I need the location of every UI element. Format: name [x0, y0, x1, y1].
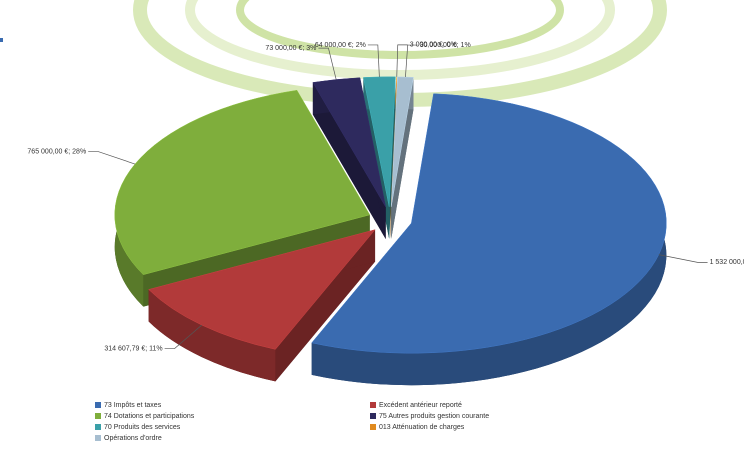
swirl: [185, 0, 615, 80]
legend-swatch: [95, 435, 101, 441]
slice: [311, 93, 667, 354]
leader-line: [367, 44, 380, 77]
leader-line: [164, 324, 203, 349]
leader-line: [396, 44, 408, 77]
data-label: 30 000,00 €; 1%: [420, 42, 471, 49]
slice-rim: [311, 93, 667, 386]
data-label: 765 000,00 €; 28%: [27, 148, 86, 155]
legend-label: 73 Impôts et taxes: [104, 402, 162, 409]
legend-swatch: [370, 413, 376, 419]
legend-label: Opérations d'ordre: [104, 435, 162, 442]
legend-swatch: [370, 402, 376, 408]
data-label: 73 000,00 €; 3%: [265, 45, 316, 52]
slice-wall: [312, 82, 386, 240]
legend-label: 70 Produits des services: [104, 424, 181, 431]
legend-swatch: [95, 402, 101, 408]
data-label: 1 532 000,00 €; 55%: [710, 259, 744, 266]
legend-swatch: [370, 424, 376, 430]
legend-label: 013 Atténuation de charges: [379, 424, 465, 431]
legend-label: Excédent antérieur reporté: [379, 402, 462, 409]
slice: [390, 76, 414, 207]
leader-line: [318, 47, 337, 80]
slice: [114, 89, 371, 275]
data-label: 3 000,00 €; 0%: [410, 42, 457, 49]
corner-mark: [0, 38, 3, 42]
slice-wall: [389, 76, 396, 239]
legend-swatch: [95, 413, 101, 419]
leader-line: [405, 44, 418, 78]
slice-rim: [148, 289, 276, 382]
data-label: 314 607,79 €; 11%: [104, 345, 162, 352]
legend-label: 74 Dotations et participations: [104, 413, 195, 420]
data-label: 64 000,00 €; 2%: [315, 42, 366, 49]
legend-label: 75 Autres produits gestion courante: [379, 413, 489, 420]
leader-line: [658, 254, 708, 263]
leader-line: [88, 151, 136, 165]
slice-wall: [391, 77, 414, 239]
legend-swatch: [95, 424, 101, 430]
swirl: [236, 0, 564, 59]
